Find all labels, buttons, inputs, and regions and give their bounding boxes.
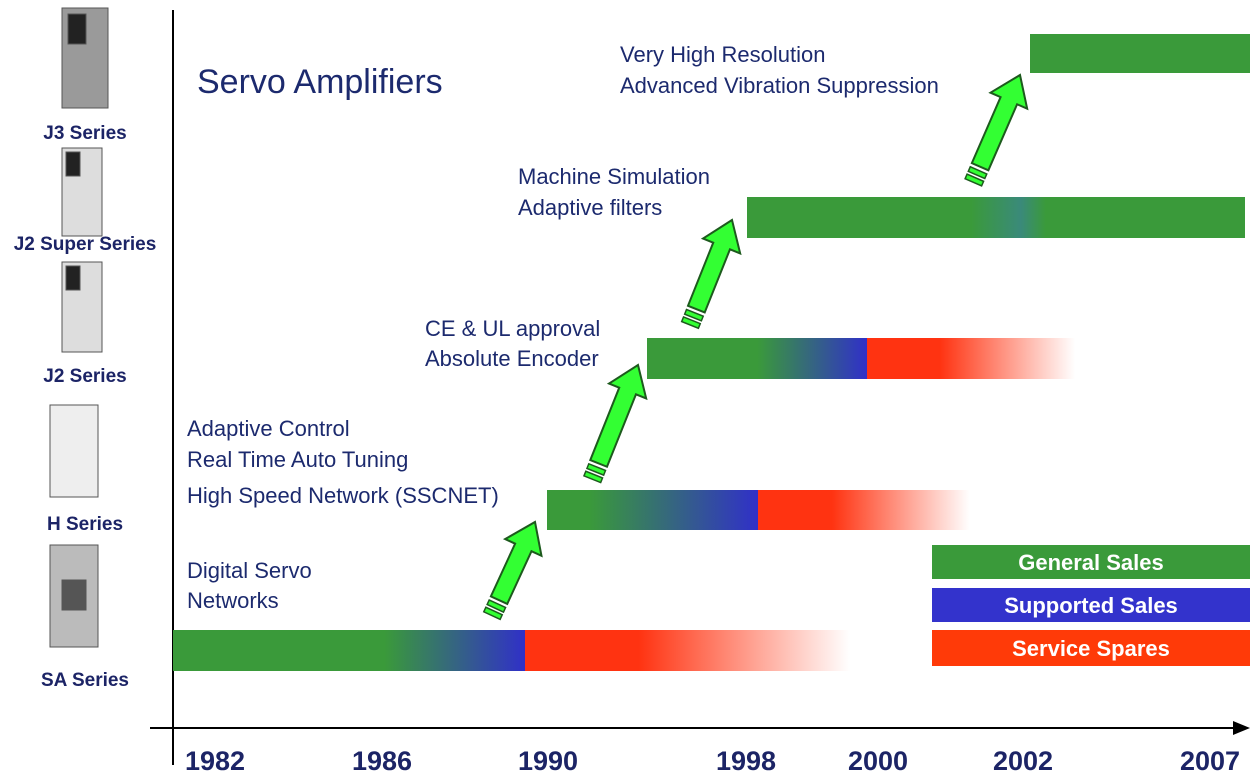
feature-text: Adaptive filters [518,195,662,220]
feature-text: Digital Servo [187,558,312,583]
arrow [671,213,750,333]
feature-text: Absolute Encoder [425,346,599,371]
sales-bar [647,338,867,379]
feature-text: Real Time Auto Tuning [187,447,408,472]
arrow [955,67,1038,190]
arrow [574,358,657,487]
product-label: J2 Series [43,366,126,387]
arrow [474,514,553,624]
feature-text: Machine Simulation [518,164,710,189]
legend-label: Supported Sales [1004,593,1178,618]
product-label: J3 Series [43,123,126,144]
legend-label: General Sales [1018,550,1164,575]
year-label: 1982 [185,746,245,776]
title: Servo Amplifiers [197,63,443,101]
sales-bar [1030,34,1250,73]
feature-text: Very High Resolution [620,42,825,67]
product-images [50,8,108,647]
year-label: 2007 [1180,746,1240,776]
year-label: 1986 [352,746,412,776]
product-label: SA Series [41,670,129,691]
timeline-diagram: J3 Series J2 Super Series J2 Series H Se… [0,0,1257,777]
feature-text: Adaptive Control [187,416,350,441]
year-label: 2000 [848,746,908,776]
feature-text: Networks [187,588,279,613]
spares-bar [758,490,970,530]
year-label: 2002 [993,746,1053,776]
product-label: H Series [47,514,123,535]
feature-text: High Speed Network (SSCNET) [187,483,499,508]
spares-bar [867,338,1075,379]
feature-text: Advanced Vibration Suppression [620,73,939,98]
product-label: J2 Super Series [14,234,157,255]
sales-bar [747,197,1245,238]
sales-bar [173,630,525,671]
feature-text: CE & UL approval [425,316,600,341]
legend-label: Service Spares [1012,636,1170,661]
year-label: 1998 [716,746,776,776]
spares-bar [525,630,850,671]
axis-arrow [1233,721,1250,735]
sales-bar [547,490,758,530]
year-label: 1990 [518,746,578,776]
